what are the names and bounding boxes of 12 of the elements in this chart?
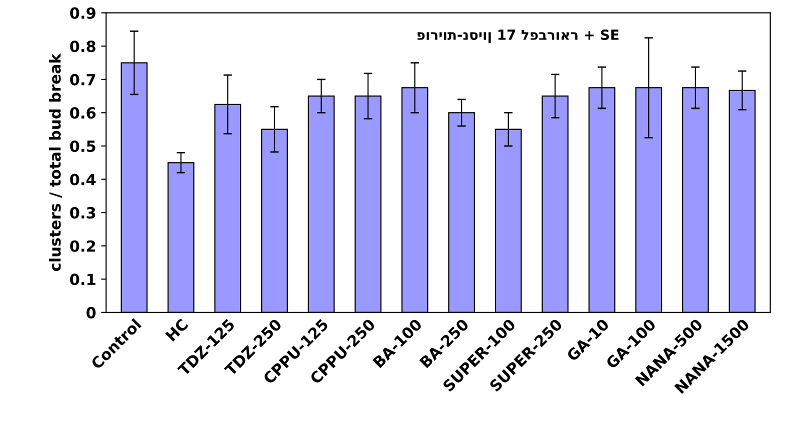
- y-tick-label: 0.7: [70, 74, 96, 86]
- y-axis-title: clusters / total bud break: [48, 53, 62, 272]
- y-tick-label: 0.4: [70, 174, 96, 186]
- y-tick-label: 0: [86, 306, 96, 318]
- y-tick-label: 0.6: [70, 107, 96, 119]
- text: פוריות-נסיון 17 לפברואר + SE: [418, 29, 618, 44]
- y-tick-label: 0.9: [70, 7, 96, 19]
- y-tick-label: 0.1: [70, 274, 96, 286]
- y-tick-label: 0.2: [70, 240, 96, 252]
- y-tick-label: 0.3: [70, 207, 96, 219]
- y-tick-label: 0.5: [70, 140, 96, 152]
- y-tick-label: 0.8: [70, 40, 96, 52]
